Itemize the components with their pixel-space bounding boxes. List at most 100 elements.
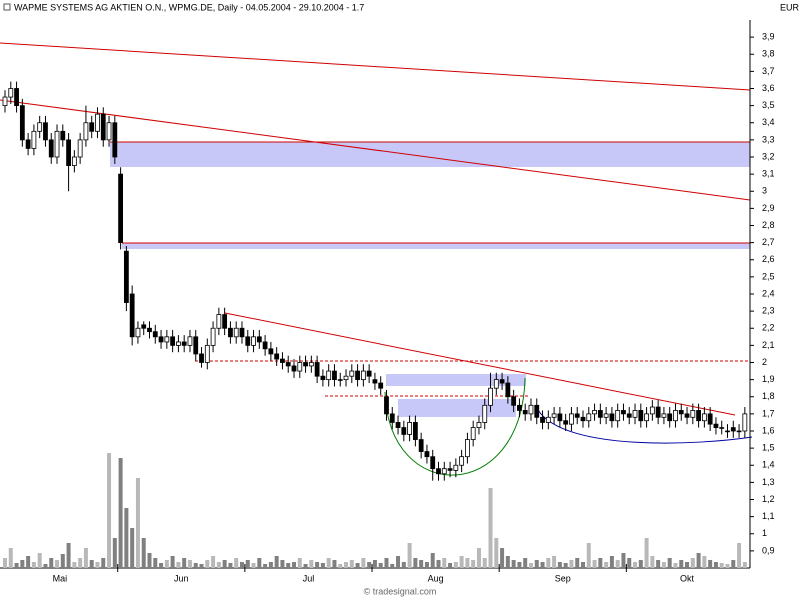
y-tick-label: 3,6 bbox=[762, 83, 775, 93]
candle-body bbox=[632, 410, 638, 418]
y-tick-label: 3 bbox=[762, 186, 767, 196]
candle-body bbox=[493, 379, 499, 389]
volume-bar bbox=[216, 562, 221, 568]
volume-bar bbox=[401, 562, 406, 568]
candle-body bbox=[372, 379, 378, 384]
candle-body bbox=[534, 404, 540, 418]
volume-bar bbox=[326, 558, 331, 568]
candle-body bbox=[678, 410, 684, 415]
volume-bar bbox=[274, 556, 279, 568]
volume-bar bbox=[280, 560, 285, 568]
volume-bar bbox=[725, 564, 730, 568]
volume-bar bbox=[193, 563, 198, 568]
volume-bar bbox=[344, 562, 349, 568]
volume-bar bbox=[170, 556, 175, 568]
candle-body bbox=[360, 370, 366, 381]
y-tick-label: 2,5 bbox=[762, 271, 775, 281]
candle-body bbox=[262, 341, 268, 350]
volume-bar bbox=[459, 556, 464, 568]
candle-body bbox=[297, 362, 303, 372]
volume-bar bbox=[239, 562, 244, 568]
volume-bar bbox=[205, 560, 210, 568]
candle-body bbox=[488, 387, 493, 406]
candle-body bbox=[320, 375, 326, 381]
candle-body bbox=[164, 336, 170, 343]
candle-body bbox=[384, 396, 389, 415]
volume-bar bbox=[303, 564, 308, 568]
volume-bar bbox=[552, 556, 557, 568]
candle-body bbox=[725, 430, 730, 433]
volume-bar bbox=[297, 558, 302, 568]
volume-bar bbox=[101, 558, 106, 568]
candle-body bbox=[615, 410, 621, 422]
y-tick-label: 2,4 bbox=[762, 288, 775, 298]
volume-bar bbox=[37, 553, 42, 568]
volume-bar bbox=[153, 558, 158, 568]
candle-body bbox=[314, 362, 320, 377]
volume-bar bbox=[89, 560, 94, 568]
candle-body bbox=[100, 113, 106, 141]
y-tick-label: 2,8 bbox=[762, 220, 775, 230]
volume-bar bbox=[563, 563, 568, 568]
y-tick-label: 1,6 bbox=[762, 425, 775, 435]
candle-body bbox=[135, 327, 141, 338]
volume-bar bbox=[95, 562, 100, 568]
volume-bar bbox=[453, 562, 458, 568]
y-tick-label: 1,4 bbox=[762, 460, 775, 470]
volume-bar bbox=[476, 548, 481, 568]
volume-bar bbox=[60, 554, 65, 568]
y-tick-label: 3,3 bbox=[762, 134, 775, 144]
volume-bar bbox=[407, 543, 412, 568]
volume-bar bbox=[690, 558, 695, 568]
volume-bar bbox=[309, 560, 314, 568]
candle-body bbox=[268, 348, 274, 355]
volume-bar bbox=[31, 562, 36, 568]
candle-body bbox=[337, 379, 343, 381]
volume-bar bbox=[534, 560, 539, 568]
candle-body bbox=[349, 370, 355, 377]
volume-bar bbox=[55, 560, 60, 568]
candle-body bbox=[158, 336, 164, 343]
y-tick-label: 2,2 bbox=[762, 323, 775, 333]
candle-body bbox=[430, 456, 436, 470]
candle-body bbox=[719, 427, 725, 429]
volume-bar bbox=[367, 562, 372, 568]
y-tick-label: 1,7 bbox=[762, 408, 775, 418]
zone bbox=[386, 374, 526, 386]
volume-bar bbox=[286, 563, 291, 568]
volume-bar bbox=[315, 562, 320, 568]
y-tick-label: 1,8 bbox=[762, 391, 775, 401]
candle-body bbox=[285, 362, 291, 367]
volume-bar bbox=[222, 560, 227, 568]
candle-body bbox=[667, 413, 673, 422]
volume-bar bbox=[20, 560, 25, 568]
volume-bar bbox=[448, 563, 453, 568]
candle-body bbox=[742, 413, 748, 432]
volume-bar bbox=[465, 558, 470, 568]
volume-bar bbox=[211, 556, 216, 568]
volume-bar bbox=[355, 563, 360, 568]
candle-body bbox=[436, 468, 441, 475]
volume-bar bbox=[598, 558, 603, 568]
candle-body bbox=[60, 130, 66, 141]
candle-body bbox=[522, 410, 528, 415]
volume-bar bbox=[540, 562, 545, 568]
candle-body bbox=[291, 365, 297, 372]
candle-body bbox=[499, 379, 505, 384]
candle-body bbox=[89, 122, 95, 132]
volume-bar bbox=[199, 564, 204, 568]
candle-body bbox=[216, 314, 222, 329]
volume-bar bbox=[182, 558, 187, 568]
candle-body bbox=[152, 331, 158, 338]
candle-body bbox=[545, 416, 551, 423]
y-tick-label: 2,1 bbox=[762, 340, 775, 350]
candle-body bbox=[395, 422, 401, 428]
volume-bar bbox=[442, 558, 447, 568]
volume-bar bbox=[49, 558, 54, 568]
volume-bar bbox=[159, 563, 164, 568]
volume-bar bbox=[292, 562, 296, 568]
volume-bar bbox=[581, 562, 585, 568]
candle-body bbox=[505, 382, 511, 398]
volume-bar bbox=[742, 562, 747, 568]
drawing-tools bbox=[0, 42, 753, 476]
